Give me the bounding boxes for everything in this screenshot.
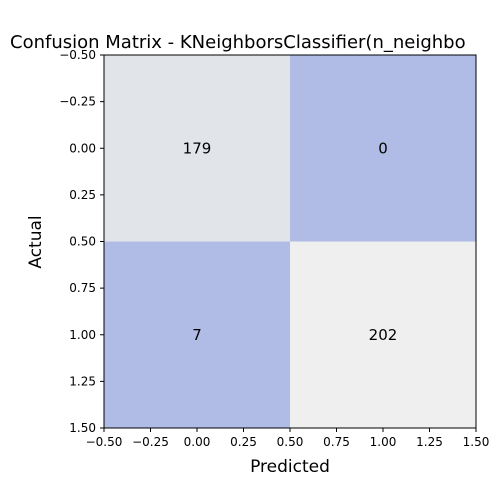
y-tick-label: −0.50 [59, 48, 96, 62]
x-axis-ticks: −0.50 −0.25 0.00 0.25 0.50 0.75 1.00 1.25 1.50 [86, 428, 490, 449]
heatmap-cell-0-1 [290, 55, 476, 242]
x-tick-label: 0.00 [184, 435, 211, 449]
y-tick-label: 0.00 [69, 141, 96, 155]
y-tick-label: 0.75 [69, 281, 96, 295]
cell-value-0-1: 0 [378, 139, 388, 157]
y-tick-label: −0.25 [59, 95, 96, 109]
x-tick-label: 0.25 [230, 435, 257, 449]
x-tick-label: 1.00 [370, 435, 397, 449]
y-tick-label: 0.50 [69, 235, 96, 249]
chart-title: Confusion Matrix - KNeighborsClassifier(… [10, 32, 466, 53]
cell-value-0-0: 179 [183, 139, 212, 157]
heatmap-cell-labels: 179 0 7 202 [183, 139, 398, 344]
y-axis-ticks: −0.50 −0.25 0.00 0.25 0.50 0.75 1.00 1.25 1.50 [59, 48, 104, 435]
cell-value-1-1: 202 [369, 326, 398, 344]
y-axis-label: Actual [26, 215, 46, 268]
x-tick-label: 1.50 [463, 435, 490, 449]
y-tick-label: 1.25 [69, 374, 96, 388]
heatmap-cell-1-1 [290, 241, 476, 428]
y-tick-label: 1.50 [69, 421, 96, 435]
y-tick-label: 0.25 [69, 188, 96, 202]
y-tick-label: 1.00 [69, 328, 96, 342]
heatmap-cells [104, 55, 476, 428]
x-tick-label: 0.50 [277, 435, 304, 449]
x-tick-label: 0.75 [323, 435, 350, 449]
heatmap-cell-0-0 [104, 55, 290, 242]
x-tick-label: 1.25 [416, 435, 443, 449]
x-tick-label: −0.50 [86, 435, 123, 449]
x-tick-label: −0.25 [132, 435, 169, 449]
x-axis-label: Predicted [250, 457, 330, 477]
cell-value-1-0: 7 [192, 326, 202, 344]
heatmap-cell-1-0 [104, 241, 290, 428]
